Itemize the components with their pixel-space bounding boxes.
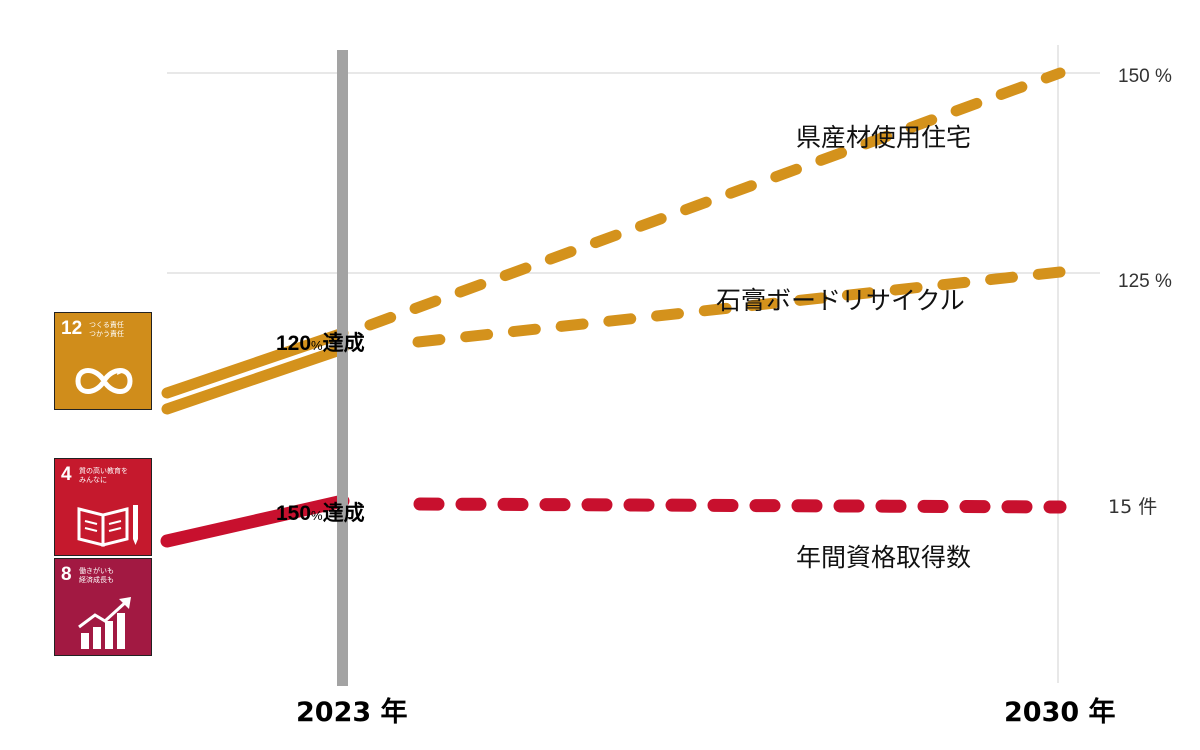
annotation-150: 150%達成 (276, 501, 365, 525)
book-icon (77, 505, 138, 547)
marker-2023 (337, 50, 348, 686)
sdg-12-icon: 12 つくる責任 つかう責任 (54, 312, 152, 410)
sdg-4-text: 質の高い教育を みんなに (79, 467, 128, 484)
growth-chart-icon (78, 597, 131, 649)
sdg-8-text: 働きがいも 経済成長も (79, 567, 114, 584)
right-tick-150: 150 % (1118, 66, 1172, 87)
annotation-120: 120%達成 (276, 331, 365, 355)
sdg-12-number: 12 (61, 318, 83, 339)
sdg-12-text: つくる責任 つかう責任 (89, 321, 124, 338)
series-label-wood-housing: 県産材使用住宅 (796, 123, 971, 152)
series-label-certifications: 年間資格取得数 (796, 543, 971, 572)
sdg-4-icon: 4 質の高い教育を みんなに (54, 458, 152, 556)
x-label-2030: 2030 年 (1004, 696, 1116, 728)
series-label-gypsum-recycling: 石膏ボードリサイクル (716, 286, 965, 315)
right-tick-15: 15 件 (1108, 496, 1157, 518)
series-0-target-line (364, 67, 1066, 331)
series-1-target-line (412, 266, 1066, 348)
infinity-icon (75, 368, 133, 394)
sdg-8-icon: 8 働きがいも 経済成長も (54, 558, 152, 656)
sdg-4-number: 4 (61, 464, 72, 485)
x-label-2023: 2023 年 (296, 696, 408, 728)
series-1-history-line (161, 343, 349, 415)
series-2-target-line (413, 497, 1067, 514)
sdg-8-number: 8 (61, 564, 72, 585)
series-2-history-line (160, 494, 350, 548)
right-tick-125: 125 % (1118, 271, 1172, 292)
series-0-history-line (161, 327, 349, 399)
